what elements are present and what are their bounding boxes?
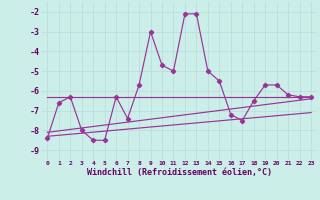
X-axis label: Windchill (Refroidissement éolien,°C): Windchill (Refroidissement éolien,°C)	[87, 168, 272, 177]
